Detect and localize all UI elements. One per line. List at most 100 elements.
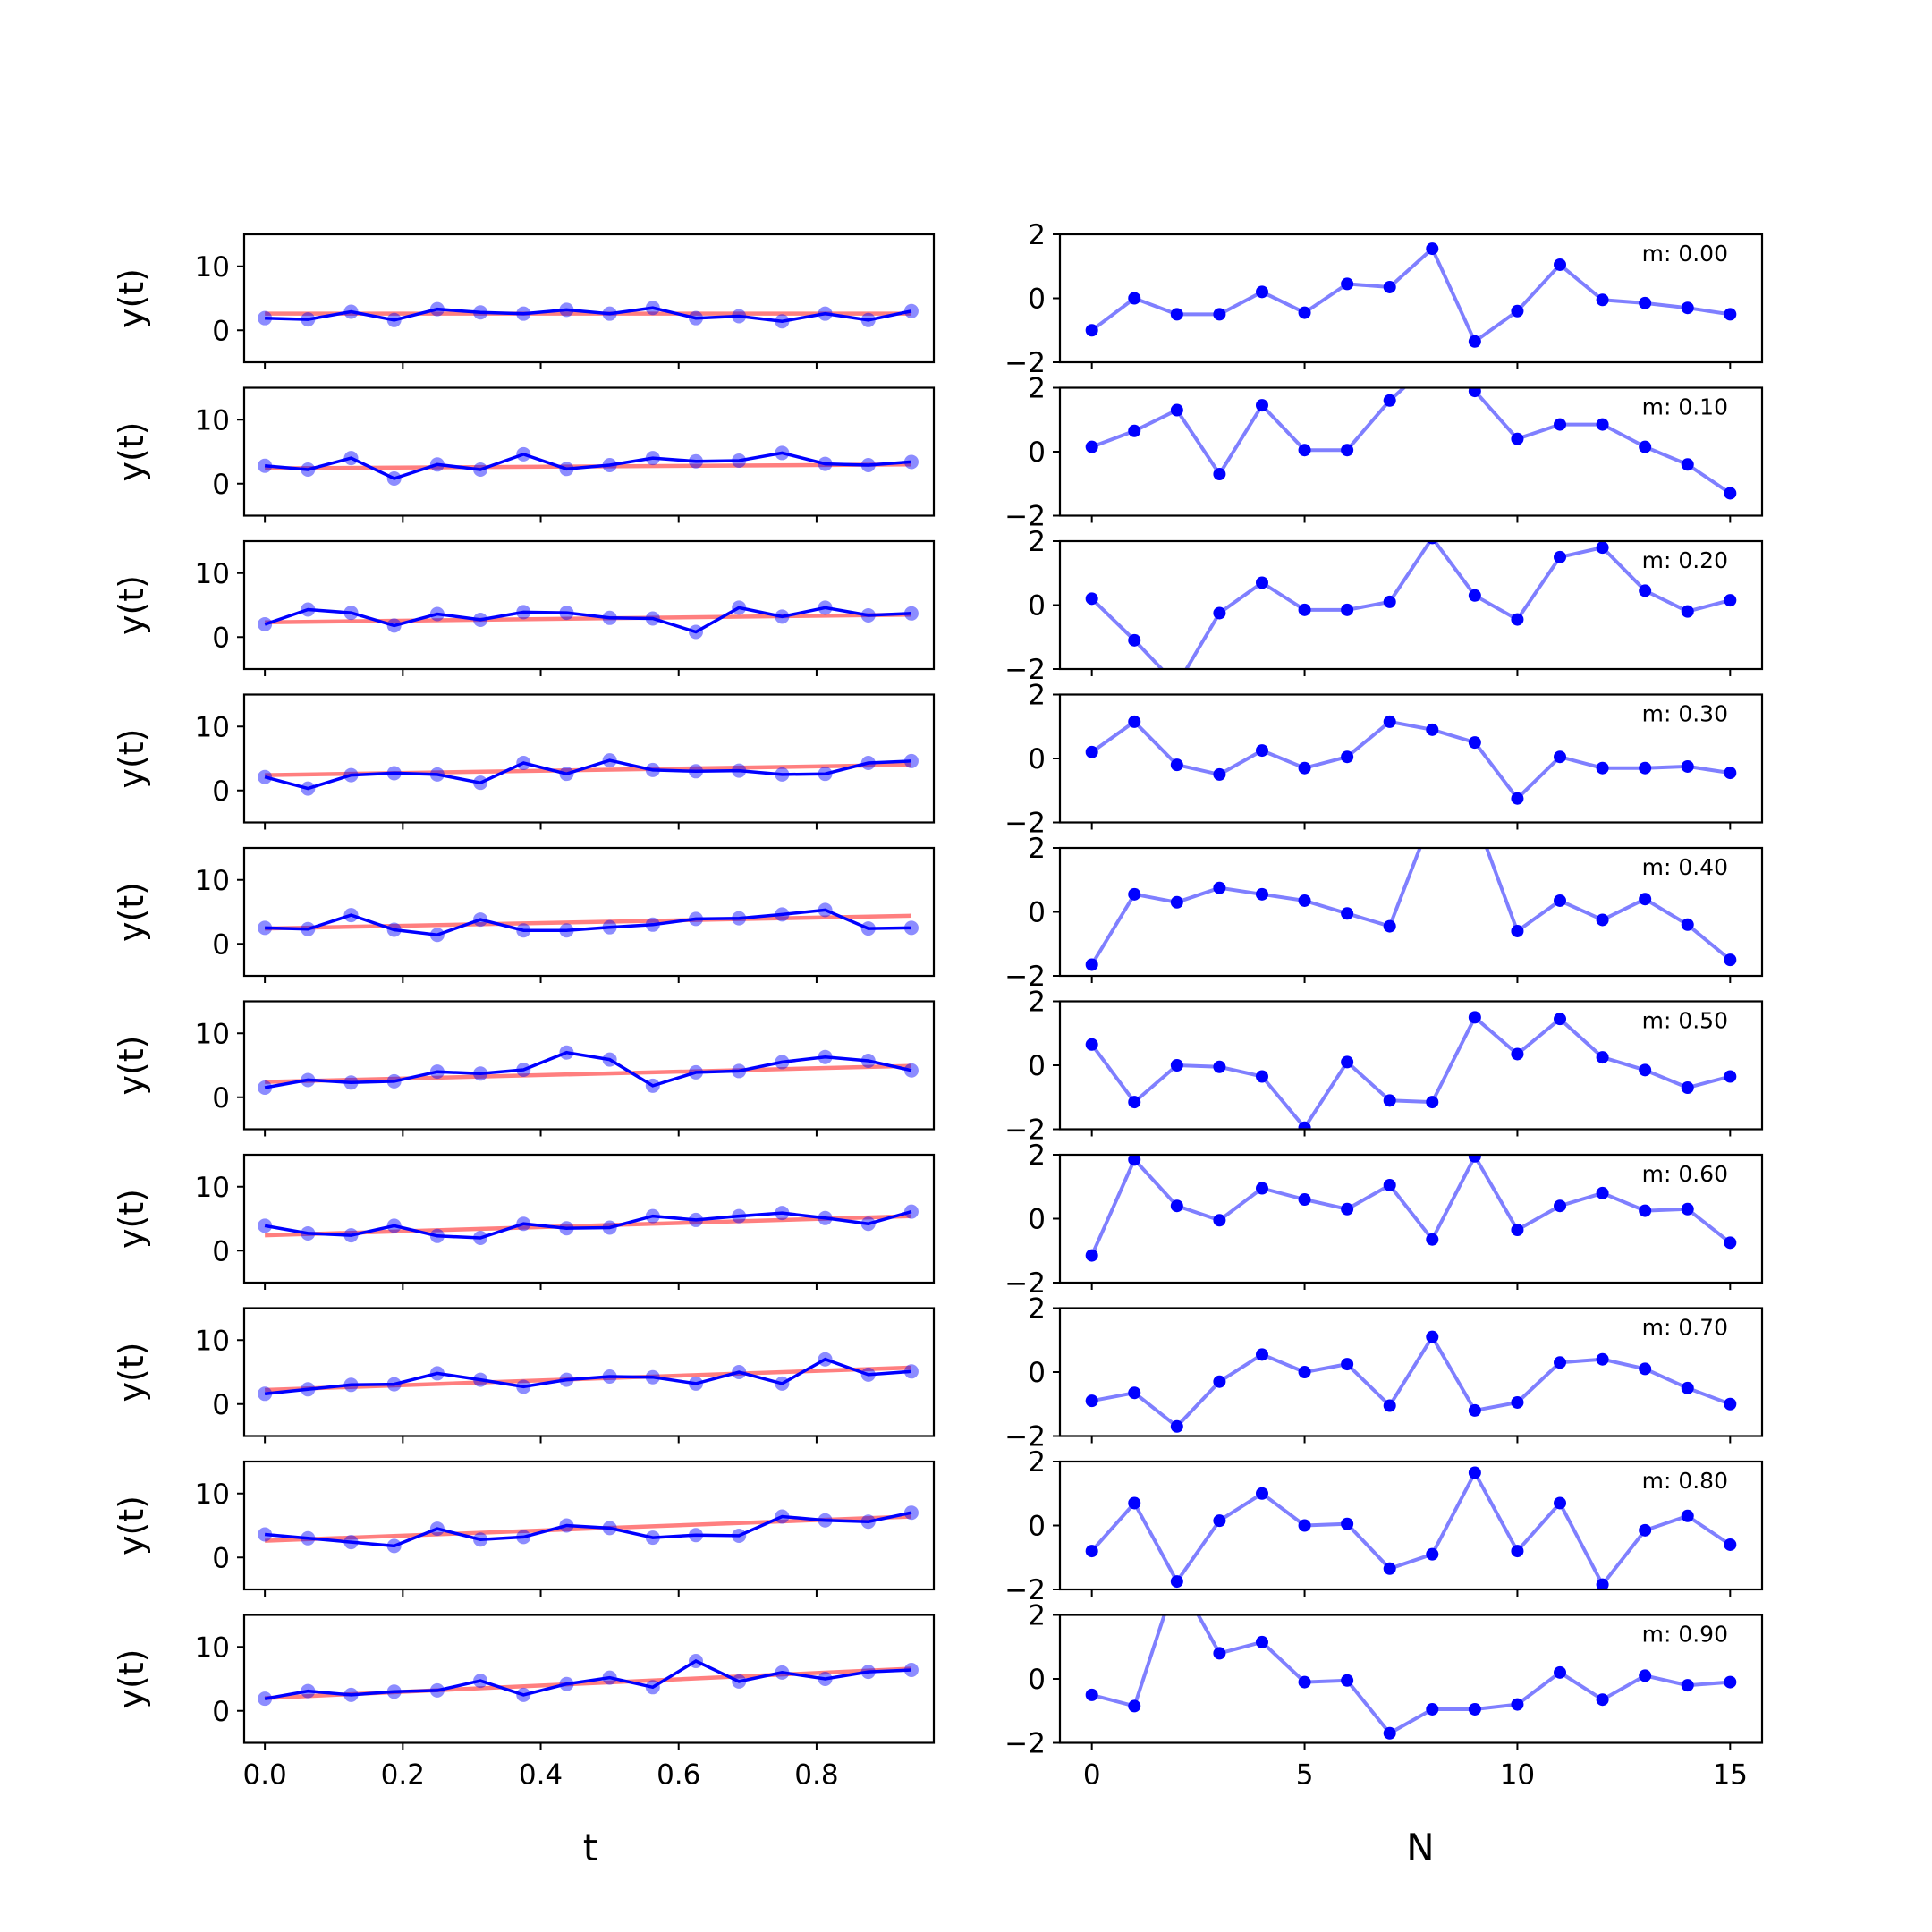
residual-point [1426, 1096, 1439, 1109]
data-point [473, 462, 488, 478]
data-point [775, 445, 790, 461]
data-point [516, 306, 531, 321]
residual-point [1298, 306, 1311, 319]
data-point [386, 922, 402, 937]
residual-point [1554, 1356, 1567, 1369]
residual-point [1341, 444, 1354, 457]
residual-point [1724, 767, 1737, 780]
data-point [775, 907, 790, 922]
residual-point [1596, 293, 1609, 307]
right-panel-9: −2 0 2 0 5 10 15 m: 0.90 [1004, 1600, 1764, 1792]
residual-point [1681, 1202, 1694, 1216]
residual-point [1383, 1178, 1396, 1191]
y-axis-label: y(t) [112, 1189, 151, 1249]
right-panel-6: −2 0 2 m: 0.60 [1004, 1140, 1764, 1300]
residual-point [1468, 736, 1481, 750]
data-point [516, 1530, 531, 1545]
data-point [559, 1518, 574, 1533]
data-point [386, 618, 402, 633]
residual-point [1511, 1545, 1524, 1558]
y-axis-label: y(t) [112, 882, 151, 942]
data-point [473, 305, 488, 320]
y-tick-label: 10 [195, 558, 230, 590]
residual-point [1170, 1575, 1183, 1589]
residual-point [1468, 1466, 1481, 1479]
data-point [386, 1538, 402, 1554]
data-point [429, 928, 445, 943]
residual-point [1383, 715, 1396, 728]
data-point [516, 756, 531, 771]
residual-point [1170, 758, 1183, 772]
residual-point [1383, 1399, 1396, 1412]
data-point [473, 612, 488, 627]
residual-point [1383, 394, 1396, 407]
data-point [818, 600, 833, 615]
y-tick-label: 2 [1028, 526, 1046, 558]
residual-point [1468, 1011, 1481, 1024]
data-point [645, 611, 660, 626]
left-axes-frame [242, 846, 936, 978]
y-tick-label: 0 [1028, 1204, 1046, 1236]
y-tick-label: 0 [1028, 284, 1046, 316]
residual-point [1681, 918, 1694, 931]
left-x-axis-label: t [583, 1826, 597, 1869]
residual-point [1724, 1675, 1737, 1689]
data-point [860, 1514, 876, 1530]
data-line [265, 908, 911, 936]
residual-point [1085, 592, 1098, 606]
x-tick-label: 15 [1713, 1759, 1748, 1792]
data-line [264, 1209, 912, 1240]
data-point [473, 1066, 488, 1081]
y-tick-label: 0 [212, 1696, 230, 1728]
data-point [473, 912, 488, 928]
data-point [818, 456, 833, 471]
data-point [429, 1064, 445, 1080]
data-point [602, 610, 617, 625]
residual-point [1511, 1395, 1524, 1409]
data-point [645, 762, 660, 777]
residual-point [1170, 1199, 1183, 1213]
residual-point [1085, 324, 1098, 337]
data-point [343, 1228, 359, 1243]
data-point [429, 1366, 445, 1381]
y-tick-label: 0 [1028, 590, 1046, 623]
data-point [602, 1369, 617, 1385]
left-axes-frame [242, 1307, 936, 1437]
data-point [559, 462, 574, 477]
data-point [903, 1662, 919, 1677]
right-panel-7: −2 0 2 m: 0.70 [1004, 1293, 1764, 1453]
residual-point [1085, 1038, 1098, 1051]
data-point [689, 624, 704, 640]
residual-point [1213, 308, 1226, 321]
y-axis-label: y(t) [112, 728, 151, 788]
residual-point [1681, 1509, 1694, 1522]
residual-point [1426, 723, 1439, 736]
data-point [645, 1078, 660, 1093]
residual-point [1128, 633, 1141, 647]
data-line [265, 306, 912, 323]
data-point [258, 1691, 273, 1707]
y-tick-label: 0 [212, 1542, 230, 1574]
y-tick-label: 0 [1028, 897, 1046, 929]
data-point [689, 310, 704, 326]
right-panel-2: −2 0 2 m: 0.20 [1004, 526, 1764, 686]
slope-annotation: m: 0.10 [1642, 394, 1728, 420]
data-point [343, 606, 359, 621]
data-point [860, 921, 876, 936]
data-point [689, 1653, 704, 1668]
y-tick-label: 0 [212, 469, 230, 501]
data-point [301, 921, 316, 936]
y-tick-label: 10 [195, 1479, 230, 1511]
y-tick-label: 10 [195, 251, 230, 284]
data-point [343, 1687, 359, 1702]
residual-point [1554, 550, 1567, 564]
slope-annotation: m: 0.50 [1642, 1008, 1728, 1034]
data-point [689, 1376, 704, 1391]
data-point [343, 1377, 359, 1393]
data-point [860, 1665, 876, 1680]
data-line [264, 606, 911, 634]
residual-line [1090, 387, 1732, 496]
y-tick-label: 2 [1028, 219, 1046, 251]
residual-point [1681, 301, 1694, 315]
residual-point [1341, 750, 1354, 764]
